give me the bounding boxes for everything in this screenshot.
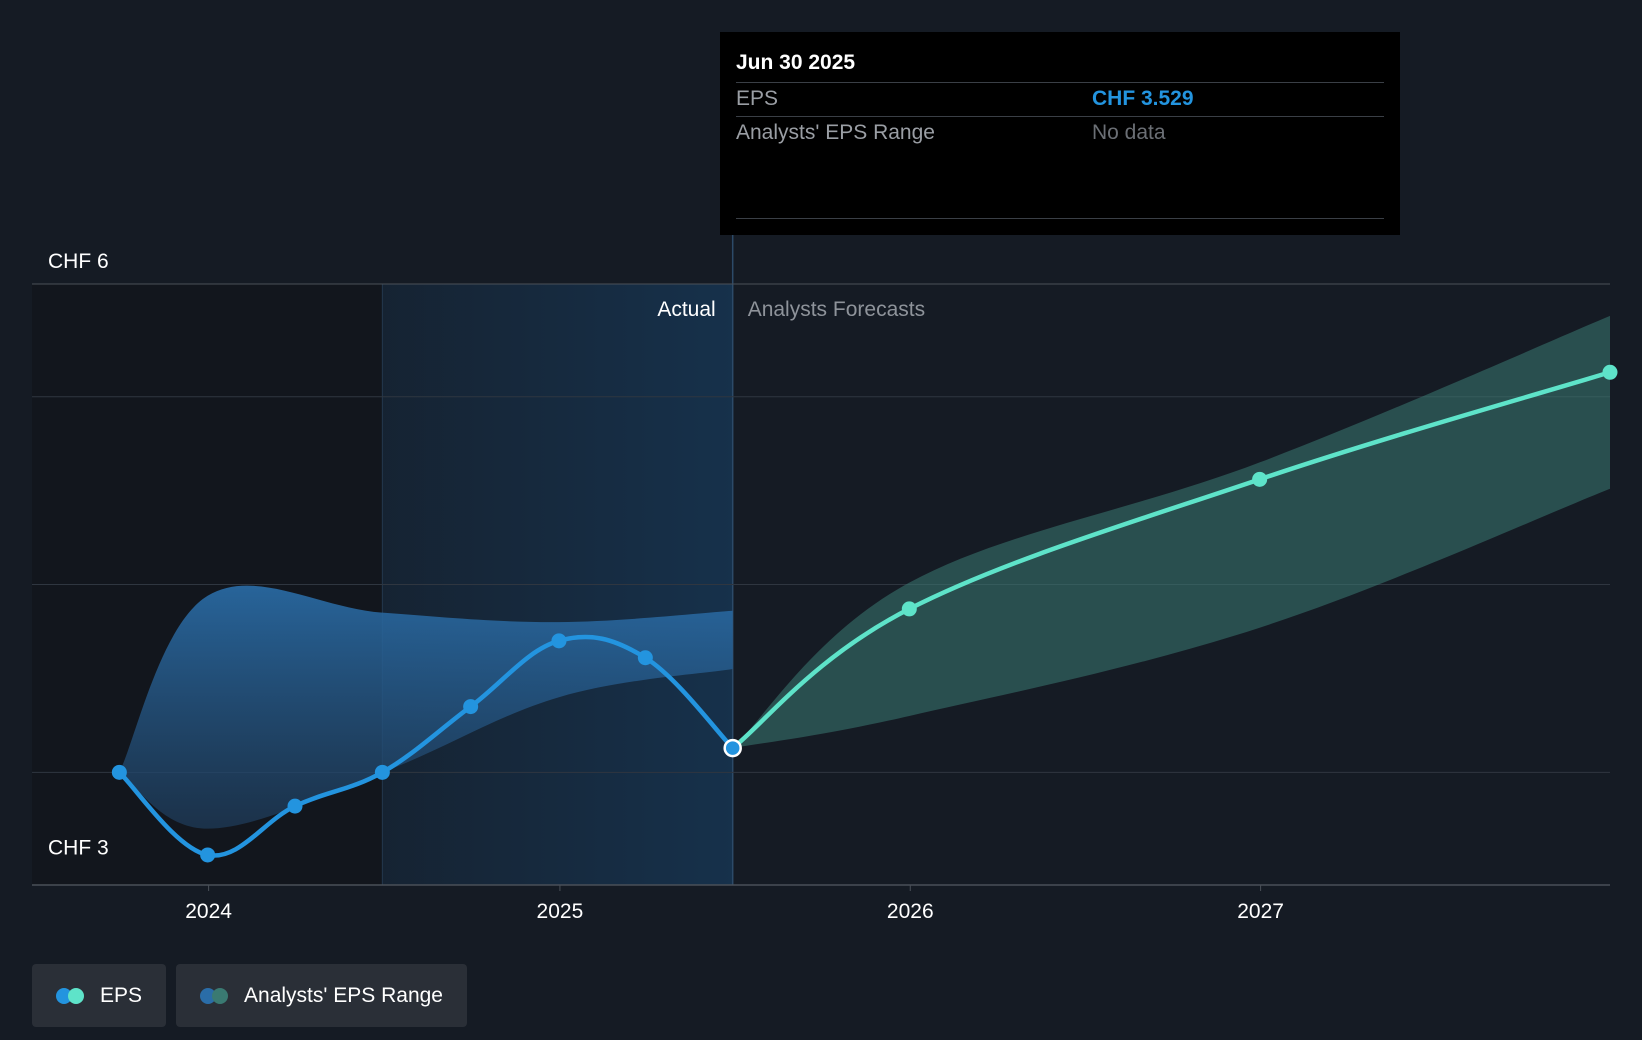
x-axis-tick-label: 2027 bbox=[1237, 900, 1284, 923]
eps-point-highlight bbox=[723, 738, 742, 758]
tooltip-eps-value: CHF 3.529 bbox=[1092, 87, 1194, 110]
eps-range-band-forecast bbox=[732, 315, 1610, 749]
actual-region-label: Actual bbox=[657, 298, 715, 321]
legend-item-eps-range[interactable]: Analysts' EPS Range bbox=[176, 964, 467, 1027]
eps-point-forecast bbox=[1252, 471, 1268, 487]
legend-dot-forecast bbox=[68, 987, 84, 1004]
tooltip: Jun 30 2025 EPS CHF 3.529 Analysts' EPS … bbox=[720, 32, 1400, 235]
forecast-region-label: Analysts Forecasts bbox=[748, 298, 925, 321]
eps-points bbox=[111, 364, 1618, 863]
eps-range-band-actual bbox=[119, 585, 733, 829]
x-axis-tick-label: 2026 bbox=[887, 900, 934, 923]
eps-point-actual bbox=[551, 633, 567, 649]
eps-range-bands bbox=[119, 315, 1610, 829]
eps-point-actual bbox=[637, 650, 653, 666]
eps-point-actual bbox=[374, 764, 390, 780]
tooltip-row-range: Analysts' EPS Range No data bbox=[736, 117, 1384, 150]
legend-label-eps-range: Analysts' EPS Range bbox=[244, 983, 443, 1007]
legend: EPS Analysts' EPS Range bbox=[32, 964, 467, 1027]
y-axis-label: CHF 3 bbox=[48, 836, 109, 859]
axis-labels: CHF 6 CHF 3 2024 2025 2026 2027 Actual Analysts… bbox=[48, 250, 1284, 923]
tooltip-divider bbox=[736, 218, 1384, 219]
tooltip-eps-label: EPS bbox=[736, 87, 779, 110]
legend-label-eps: EPS bbox=[100, 983, 143, 1007]
eps-point-actual bbox=[287, 798, 303, 814]
tooltip-date: Jun 30 2025 bbox=[736, 48, 1384, 83]
x-axis-tick-label: 2024 bbox=[185, 900, 232, 923]
tooltip-row-eps: EPS CHF 3.529 bbox=[736, 83, 1384, 117]
tooltip-range-value: No data bbox=[1092, 121, 1166, 144]
eps-point-forecast bbox=[901, 601, 917, 617]
legend-dot-range-forecast bbox=[212, 987, 229, 1004]
eps-legend-icon bbox=[56, 987, 86, 1004]
eps-line-forecast bbox=[730, 370, 1613, 751]
eps-point-actual bbox=[111, 764, 127, 780]
eps-point-actual bbox=[200, 847, 216, 863]
eps-point-forecast bbox=[1602, 364, 1618, 380]
legend-item-eps[interactable]: EPS bbox=[32, 964, 167, 1027]
x-axis-tick-label: 2025 bbox=[537, 900, 584, 923]
eps-point-actual bbox=[463, 699, 479, 715]
eps-range-legend-icon bbox=[200, 987, 230, 1004]
y-axis-label: CHF 6 bbox=[48, 250, 109, 273]
tooltip-range-label: Analysts' EPS Range bbox=[736, 121, 935, 144]
